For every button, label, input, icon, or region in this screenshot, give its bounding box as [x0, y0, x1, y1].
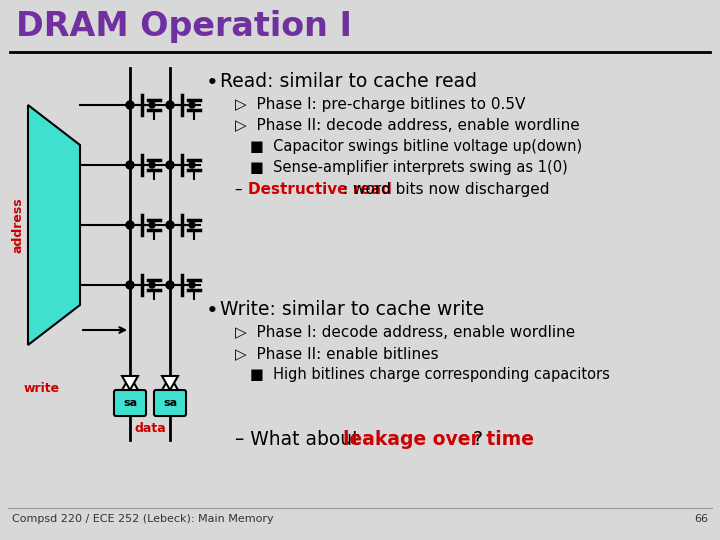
Circle shape: [149, 162, 155, 168]
Text: sa: sa: [163, 398, 177, 408]
Text: – What about: – What about: [235, 430, 366, 449]
Text: –: –: [235, 182, 248, 197]
Text: Write: similar to cache write: Write: similar to cache write: [220, 300, 485, 319]
Text: •: •: [206, 301, 219, 321]
Text: ■  Sense-amplifier interprets swing as 1(0): ■ Sense-amplifier interprets swing as 1(…: [250, 160, 568, 175]
Circle shape: [189, 282, 195, 288]
Circle shape: [166, 161, 174, 169]
Polygon shape: [122, 376, 138, 390]
Circle shape: [189, 222, 195, 228]
Polygon shape: [162, 376, 178, 390]
Circle shape: [126, 281, 134, 289]
Circle shape: [126, 101, 134, 109]
FancyBboxPatch shape: [114, 390, 146, 416]
Text: write: write: [24, 381, 60, 395]
FancyBboxPatch shape: [154, 390, 186, 416]
Text: ▷  Phase I: pre-charge bitlines to 0.5V: ▷ Phase I: pre-charge bitlines to 0.5V: [235, 97, 526, 112]
Circle shape: [189, 162, 195, 168]
Text: Compsd 220 / ECE 252 (Lebeck): Main Memory: Compsd 220 / ECE 252 (Lebeck): Main Memo…: [12, 514, 274, 524]
Text: 66: 66: [694, 514, 708, 524]
Text: ▷  Phase II: decode address, enable wordline: ▷ Phase II: decode address, enable wordl…: [235, 118, 580, 133]
Text: ■  High bitlines charge corresponding capacitors: ■ High bitlines charge corresponding cap…: [250, 367, 610, 382]
Circle shape: [149, 222, 155, 228]
Text: address: address: [12, 197, 24, 253]
Circle shape: [149, 282, 155, 288]
Circle shape: [149, 102, 155, 108]
Circle shape: [166, 221, 174, 229]
Text: ▷  Phase I: decode address, enable wordline: ▷ Phase I: decode address, enable wordli…: [235, 325, 575, 340]
Polygon shape: [162, 376, 178, 390]
Circle shape: [166, 281, 174, 289]
Text: data: data: [134, 422, 166, 435]
Text: Read: similar to cache read: Read: similar to cache read: [220, 72, 477, 91]
Text: Destructive read: Destructive read: [248, 182, 392, 197]
Text: ?: ?: [473, 430, 483, 449]
Polygon shape: [122, 376, 138, 390]
Circle shape: [126, 221, 134, 229]
Text: ▷  Phase II: enable bitlines: ▷ Phase II: enable bitlines: [235, 346, 438, 361]
Text: : word bits now discharged: : word bits now discharged: [343, 182, 549, 197]
Text: •: •: [206, 73, 219, 93]
Text: sa: sa: [123, 398, 137, 408]
Text: ■  Capacitor swings bitline voltage up(down): ■ Capacitor swings bitline voltage up(do…: [250, 139, 582, 154]
Text: leakage over time: leakage over time: [343, 430, 534, 449]
Circle shape: [166, 101, 174, 109]
Circle shape: [189, 102, 195, 108]
Polygon shape: [28, 105, 80, 345]
Circle shape: [126, 161, 134, 169]
Text: DRAM Operation I: DRAM Operation I: [16, 10, 352, 43]
